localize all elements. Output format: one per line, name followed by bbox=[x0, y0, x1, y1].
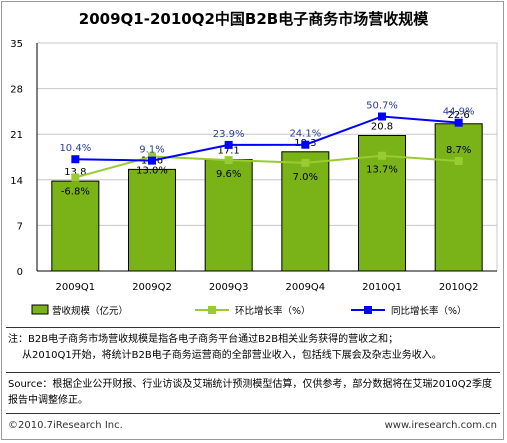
chart-title: 2009Q1-2010Q2中国B2B电子商务市场营收规模 bbox=[78, 10, 429, 28]
bar bbox=[281, 151, 330, 272]
bar-value-label: 22.6 bbox=[448, 110, 470, 121]
series-marker bbox=[224, 140, 233, 149]
chart-svg: 13.815.617.118.320.822.6 -6.8%13.0%9.6%7… bbox=[10, 39, 498, 317]
bar bbox=[434, 123, 483, 272]
series-marker bbox=[378, 112, 386, 121]
bar-value-label: 20.8 bbox=[371, 122, 393, 133]
y-tick-label: 28 bbox=[10, 85, 23, 96]
separator-middle bbox=[6, 372, 500, 373]
note-line-1: 注：B2B电子商务市场营收规模是指各电子商务平台通过B2B相关业务获得的营收之和… bbox=[8, 334, 399, 345]
series-value-label: -6.8% bbox=[61, 186, 90, 197]
legend-swatch-bar bbox=[31, 304, 49, 315]
y-tick-label: 7 bbox=[17, 221, 23, 232]
legend-swatch-marker bbox=[208, 306, 216, 314]
series-value-label: 50.7% bbox=[366, 100, 398, 111]
x-tick-label: 2009Q1 bbox=[55, 282, 95, 293]
series-value-label: 9.1% bbox=[139, 145, 164, 156]
series-marker bbox=[148, 156, 156, 165]
series-value-label: 13.0% bbox=[136, 165, 168, 176]
note-block: 注：B2B电子商务市场营收规模是指各电子商务平台通过B2B相关业务获得的营收之和… bbox=[8, 332, 500, 364]
y-tick-label: 21 bbox=[10, 130, 23, 141]
series-value-label: 23.9% bbox=[213, 129, 245, 140]
series-marker bbox=[148, 152, 156, 161]
source-text: Source：根据企业公开财报、行业访谈及艾瑞统计预测模型估算，仅供参考，部分数… bbox=[8, 379, 493, 406]
series-value-label: 44.9% bbox=[443, 107, 475, 118]
series-marker bbox=[378, 151, 386, 160]
x-tick-label: 2009Q3 bbox=[209, 282, 249, 293]
legend-label: 环比增长率（%） bbox=[235, 305, 311, 317]
legend-label: 营收规模（亿元） bbox=[52, 305, 128, 317]
series-value-label: 8.7% bbox=[446, 145, 471, 156]
series-marker bbox=[71, 155, 80, 164]
legend-swatch-marker bbox=[364, 306, 372, 314]
website-url: www.iresearch.com.cn bbox=[384, 420, 497, 431]
series-marker bbox=[224, 156, 233, 165]
series-marker bbox=[454, 118, 463, 127]
y-tick-label: 35 bbox=[10, 39, 23, 50]
series-value-label: 9.6% bbox=[216, 169, 241, 180]
copyright-text: ©2010.7iResearch Inc. bbox=[8, 420, 123, 431]
x-tick-label: 2010Q2 bbox=[439, 282, 479, 293]
bar-value-label: 13.8 bbox=[64, 167, 86, 178]
y-tick-label: 14 bbox=[10, 176, 23, 187]
bar bbox=[128, 168, 176, 272]
legend-label: 同比增长率（%） bbox=[391, 305, 467, 317]
separator-bottom bbox=[6, 413, 500, 414]
y-tick-label: 0 bbox=[17, 267, 23, 278]
note-line-2: 从2010Q1开始，将统计B2B电子商务运营商的全部营业收入，包括线下展会及杂志… bbox=[22, 350, 442, 361]
bar bbox=[51, 180, 100, 272]
series-value-label: 10.4% bbox=[59, 143, 91, 154]
series-value-label: 13.7% bbox=[366, 165, 398, 176]
bar-value-label: 17.1 bbox=[218, 146, 240, 157]
x-tick-label: 2010Q1 bbox=[362, 282, 402, 293]
series-marker bbox=[71, 173, 80, 182]
x-tick-label: 2009Q2 bbox=[132, 282, 172, 293]
separator-top bbox=[6, 327, 500, 328]
series-line bbox=[75, 115, 459, 162]
series-marker bbox=[301, 158, 310, 167]
series-marker bbox=[301, 140, 310, 149]
series-marker bbox=[454, 157, 463, 166]
series-value-label: 7.0% bbox=[293, 172, 318, 183]
x-tick-label: 2009Q4 bbox=[285, 282, 325, 293]
series-value-label: 24.1% bbox=[289, 129, 321, 140]
